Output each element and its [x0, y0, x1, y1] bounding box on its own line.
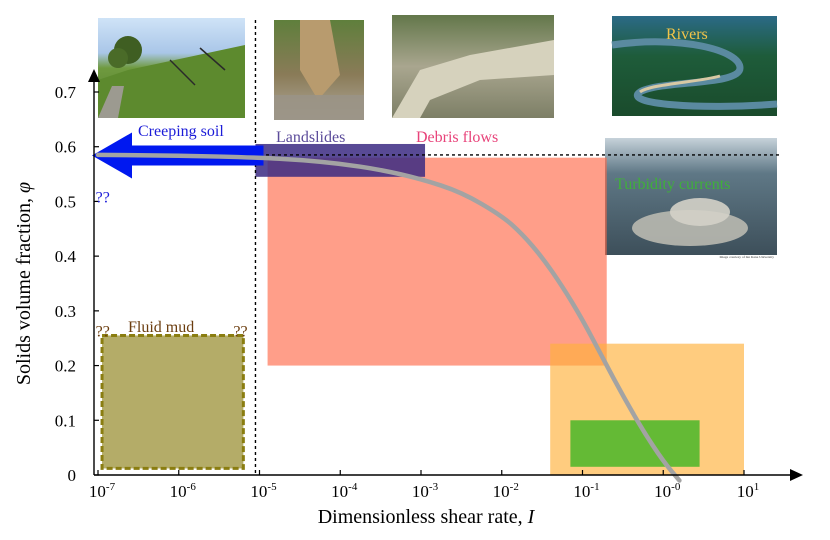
rheology-curve — [95, 152, 682, 483]
x-tick-label: 10-2 — [493, 481, 519, 501]
photo-river — [611, 16, 778, 116]
x-axis-title: Dimensionless shear rate, I — [318, 506, 536, 528]
photo-turbidity-current: Image courtesy of Ian Kane University — [605, 138, 777, 259]
x-tick-label: 10-6 — [170, 481, 197, 501]
x-axis-title-variable: I — [527, 506, 536, 528]
x-tick-label: 10-7 — [89, 481, 116, 501]
x-tick-label: 10-0 — [654, 481, 681, 501]
y-tick-label: 0.3 — [55, 302, 76, 321]
unknown-mark-mud-right: ?? — [233, 324, 247, 341]
y-tick-label: 0.1 — [55, 411, 76, 430]
y-tick-label: 0.6 — [55, 138, 76, 157]
y-axis-title: Solids volume fraction, φ — [13, 182, 35, 385]
photo-debris-flow — [392, 15, 554, 118]
x-axis-title-text: Dimensionless shear rate, — [318, 506, 528, 528]
label-turbidity-currents: Turbidity currents — [615, 176, 730, 193]
ticks-layer: 10-7 10-6 10-5 10-4 10-3 10-2 10-1 10-0 101 0 0.1 0… — [55, 83, 760, 501]
x-tick-label: 10-5 — [250, 481, 277, 501]
region-debris-flows — [267, 157, 607, 366]
y-tick-label: 0.5 — [55, 192, 76, 211]
y-axis-arrowhead — [88, 69, 100, 82]
x-tick-label: 10-3 — [412, 481, 439, 501]
turbidity-photo-caption: Image courtesy of Ian Kane University — [719, 255, 774, 259]
regions-layer — [100, 143, 744, 475]
unknown-mark-creeping: ?? — [96, 189, 110, 206]
y-tick-label: 0.2 — [55, 357, 76, 376]
y-tick-label: 0.7 — [55, 83, 77, 102]
y-tick-label: 0.4 — [55, 247, 77, 266]
photo-creeping-soil — [98, 18, 245, 118]
region-turbidity-currents — [570, 420, 700, 467]
label-rivers: Rivers — [666, 26, 708, 43]
x-tick-label: 10-1 — [573, 481, 599, 501]
x-tick-label: 101 — [737, 481, 760, 501]
x-axis-arrowhead — [790, 469, 803, 481]
label-creeping-soil: Creeping soil — [138, 123, 224, 140]
label-landslides: Landslides — [276, 129, 345, 146]
y-tick-label: 0 — [68, 466, 77, 485]
unknown-mark-mud-left: ?? — [96, 324, 110, 341]
label-fluid-mud: Fluid mud — [128, 319, 194, 336]
label-debris-flows: Debris flows — [416, 129, 498, 146]
region-fluid-mud — [100, 333, 245, 470]
y-axis-title-text: Solids volume fraction, — [13, 193, 35, 385]
photo-landslide — [274, 20, 364, 120]
x-tick-label: 10-4 — [331, 481, 358, 501]
y-axis-title-variable: φ — [13, 182, 35, 193]
